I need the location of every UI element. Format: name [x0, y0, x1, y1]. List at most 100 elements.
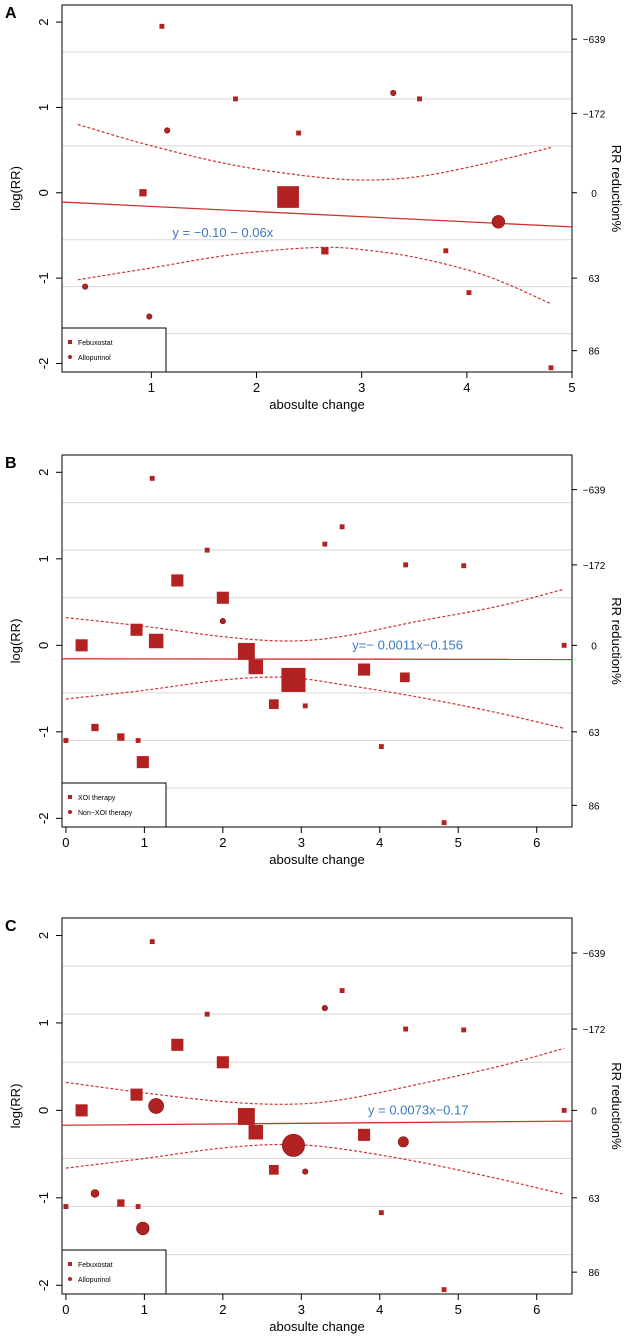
- data-point-square: [171, 574, 184, 587]
- legend-circle-icon: [68, 1277, 72, 1281]
- x-tick-label: 0: [62, 835, 69, 850]
- legend-box: [61, 782, 167, 828]
- right-tick-label: −172: [583, 109, 606, 120]
- data-point-circle: [321, 1005, 328, 1012]
- data-point-square: [403, 1026, 409, 1032]
- data-point-square: [378, 744, 384, 749]
- fit-line: [62, 658, 572, 661]
- data-point-square: [135, 738, 141, 743]
- y-axis-title: log(RR): [8, 1084, 23, 1129]
- data-point-circle: [82, 283, 89, 290]
- x-tick-label: 1: [141, 1302, 148, 1317]
- data-point-square: [148, 633, 164, 649]
- data-point-square: [237, 1108, 255, 1125]
- y-tick-label: -1: [36, 726, 51, 738]
- data-point-square: [321, 247, 329, 255]
- right-tick-label: 86: [588, 801, 600, 812]
- x-tick-label: 0: [62, 1302, 69, 1317]
- data-point-square: [441, 820, 447, 826]
- data-point-circle: [148, 1098, 165, 1114]
- data-point-square: [443, 248, 449, 254]
- x-tick-label: 5: [568, 380, 575, 395]
- y-tick-label: 1: [36, 104, 51, 111]
- x-tick-label: 4: [376, 1302, 383, 1317]
- data-point-circle: [282, 1133, 305, 1157]
- ci-upper-curve: [65, 1047, 565, 1105]
- data-point-square: [216, 1056, 229, 1069]
- right-tick-label: 0: [591, 1106, 597, 1117]
- legend-box: [61, 327, 167, 373]
- data-point-square: [75, 639, 88, 652]
- legend-label: Febuxostat: [78, 1262, 113, 1269]
- y-tick-label: -1: [36, 1192, 51, 1204]
- data-point-square: [403, 562, 409, 568]
- chart-panel-c: C -2 -1 0 1 2 0 1 2 3 4 5 6 −639 −172 0 63 86 abosulte cha…: [5, 917, 624, 1334]
- data-point-square: [216, 591, 229, 604]
- data-point-square: [339, 524, 345, 530]
- data-point-square: [117, 733, 125, 741]
- data-point-square: [339, 988, 345, 994]
- x-tick-label: 2: [219, 835, 226, 850]
- plot-frame: [61, 4, 573, 373]
- right-tick-label: −172: [583, 1025, 606, 1036]
- x-axis-title: abosulte change: [269, 397, 364, 412]
- data-point-square: [130, 623, 143, 636]
- y-tick-label: -2: [36, 358, 51, 370]
- chart-panel-b: B -2 -1 0 1 2 0 1 2 3 4 5 6 −639 −172 0 63 86 abosulte cha…: [5, 454, 624, 867]
- x-tick-label: 6: [533, 1302, 540, 1317]
- data-point-square: [417, 96, 422, 102]
- x-tick-label: 3: [358, 380, 365, 395]
- y-axis-title: log(RR): [8, 166, 23, 211]
- right-tick-label: 0: [591, 641, 597, 652]
- data-point-square: [139, 189, 147, 197]
- data-point-square: [268, 1164, 279, 1175]
- panel-letter: C: [5, 918, 17, 935]
- x-tick-label: 3: [298, 835, 305, 850]
- y-tick-label: 2: [36, 932, 51, 939]
- legend-label: Allopurinol: [78, 355, 111, 362]
- data-point-square: [117, 1199, 125, 1207]
- legend-circle-icon: [68, 810, 72, 814]
- right-tick-label: −639: [583, 35, 606, 46]
- y-tick-label: 2: [36, 18, 51, 25]
- data-point-square: [204, 1011, 210, 1017]
- data-point-circle: [164, 127, 171, 134]
- regression-equation: y = 0.0073x−0.17: [368, 1102, 468, 1117]
- regression-equation: y=− 0.0011x−0.156: [352, 637, 463, 652]
- data-point-circle: [90, 1189, 100, 1198]
- data-point-square: [204, 547, 210, 553]
- data-point-circle: [397, 1136, 409, 1148]
- y-axis-title: log(RR): [8, 619, 23, 664]
- plot-area: [62, 939, 572, 1293]
- y2-axis-title: RR reduction%: [609, 145, 624, 233]
- legend-circle-icon: [68, 355, 72, 359]
- data-point-square: [268, 699, 279, 710]
- legend-label: Allopurinol: [78, 1277, 111, 1284]
- x-axis-title: abosulte change: [269, 1319, 364, 1334]
- x-tick-label: 5: [455, 835, 462, 850]
- data-point-square: [135, 1204, 141, 1210]
- x-tick-label: 1: [148, 380, 155, 395]
- x-tick-label: 3: [298, 1302, 305, 1317]
- legend-square-icon: [68, 340, 72, 344]
- data-point-square: [466, 290, 472, 296]
- y2-axis-title: RR reduction%: [609, 1062, 624, 1150]
- fit-line: [62, 201, 572, 228]
- data-point-square: [461, 563, 467, 569]
- data-point-square: [130, 1088, 143, 1101]
- fit-line: [62, 1120, 572, 1126]
- plot-area: [62, 475, 572, 826]
- x-tick-label: 5: [455, 1302, 462, 1317]
- y-tick-label: 2: [36, 469, 51, 476]
- data-point-square: [322, 541, 328, 547]
- y-tick-label: -2: [36, 1279, 51, 1291]
- ci-upper-curve: [77, 123, 552, 181]
- right-tick-label: 63: [588, 1194, 600, 1205]
- data-point-square: [441, 1287, 447, 1293]
- chart-panel-a: A -2 -1 0 1 2 1 2 3 4 5 −639 −172 0 63 86 abosulte chang…: [5, 4, 624, 412]
- right-tick-label: 63: [588, 728, 600, 739]
- data-point-square: [358, 1128, 371, 1141]
- right-tick-label: 86: [588, 1268, 600, 1279]
- y-tick-label: 1: [36, 555, 51, 562]
